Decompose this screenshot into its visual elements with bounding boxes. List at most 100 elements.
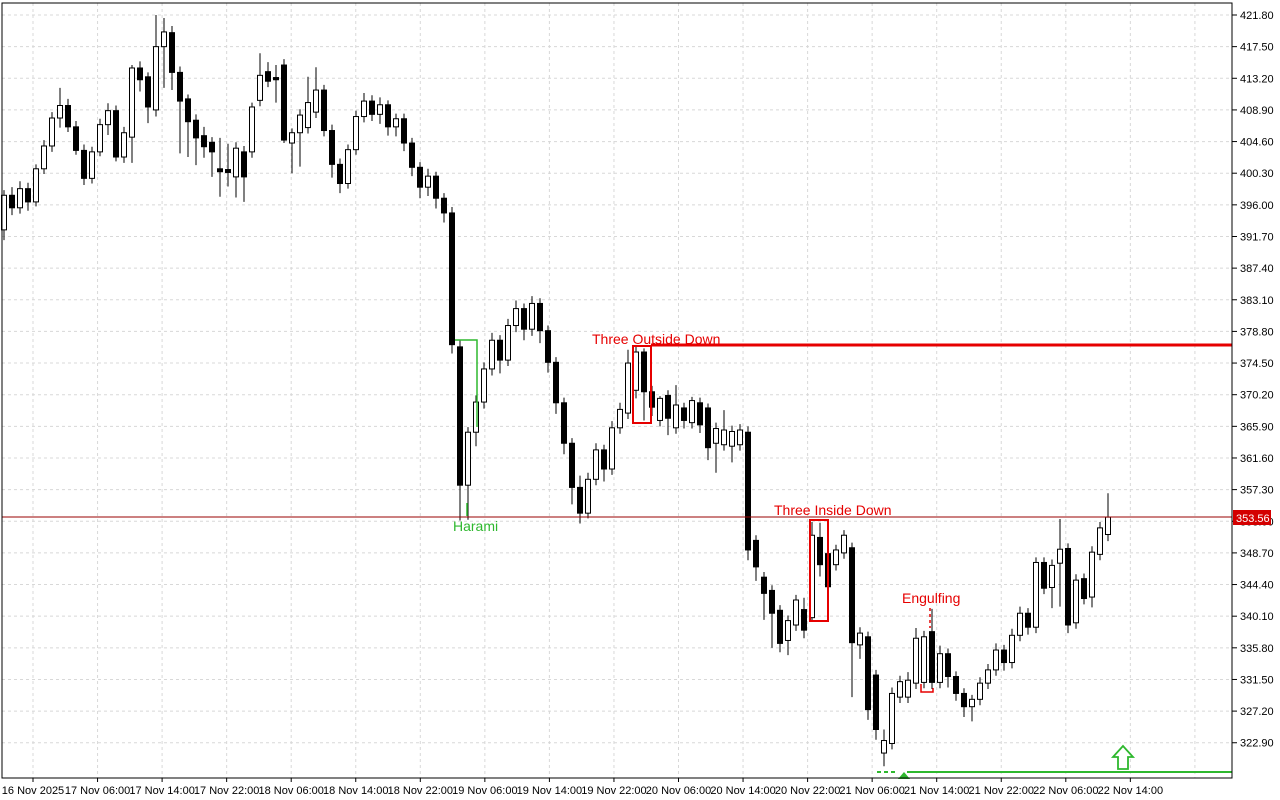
candle-body: [593, 449, 599, 480]
candle-body: [1041, 561, 1047, 589]
time-axis[interactable]: 16 Nov 2025 17 Nov 06:00 17 Nov 14:00 17 No…: [2, 778, 1163, 797]
candle-body: [769, 589, 775, 614]
candle-body: [145, 76, 151, 108]
candle: [721, 410, 727, 451]
pattern-label-harami[interactable]: Harami: [453, 518, 498, 534]
candle-body: [961, 692, 967, 708]
candle: [753, 535, 759, 581]
candle: [993, 643, 999, 676]
candle: [9, 187, 15, 216]
pattern-label-engulfing[interactable]: Engulfing: [902, 590, 960, 606]
candle: [393, 113, 399, 137]
price-tick-label: 383.10: [1240, 295, 1274, 307]
candle-body: [673, 404, 679, 429]
candle-body: [1001, 649, 1007, 664]
candle: [1065, 543, 1071, 634]
candle: [81, 144, 87, 185]
candle-body: [913, 637, 919, 684]
candle-body: [1081, 578, 1087, 600]
candle-body: [337, 163, 343, 185]
candle-body: [953, 676, 959, 694]
candle: [769, 585, 775, 648]
price-tick-label: 361.60: [1240, 453, 1274, 465]
price-tick-label: 374.50: [1240, 358, 1274, 370]
candle-body: [281, 64, 287, 141]
candle: [673, 385, 679, 434]
candle: [25, 182, 31, 211]
pattern-label-three-outside-down[interactable]: Three Outside Down: [592, 331, 720, 347]
candle-body: [977, 682, 983, 700]
candle: [961, 688, 967, 717]
candle-body: [505, 325, 511, 361]
time-tick-label: 22 Nov 14:00: [1098, 785, 1163, 797]
candle: [737, 424, 743, 451]
candle: [217, 137, 223, 197]
candle-body: [529, 302, 535, 330]
candle-body: [1073, 579, 1079, 624]
price-tick-label: 327.20: [1240, 706, 1274, 718]
candle: [1073, 574, 1079, 629]
pattern-rect-three-inside-down[interactable]: [809, 519, 829, 622]
candle-body: [185, 98, 191, 123]
candle-body: [465, 431, 471, 486]
candle: [385, 100, 391, 136]
candle: [1049, 559, 1055, 609]
price-tick-label: 340.10: [1240, 611, 1274, 623]
signal-dash: [891, 771, 895, 773]
candle: [537, 298, 543, 344]
candle-body: [201, 135, 207, 148]
candle-body: [193, 119, 199, 139]
candle: [145, 72, 151, 124]
candle: [473, 395, 479, 447]
candle: [129, 65, 135, 163]
candle: [945, 648, 951, 688]
candle-body: [81, 149, 87, 179]
candle-body: [641, 351, 647, 393]
candle: [513, 300, 519, 333]
price-tick-label: 417.50: [1240, 42, 1274, 54]
candle-body: [137, 67, 143, 81]
candle-body: [697, 402, 703, 426]
candle: [489, 332, 495, 376]
time-tick-label: 17 Nov 22:00: [194, 785, 259, 797]
candle-body: [177, 71, 183, 102]
candle-body: [377, 104, 383, 115]
time-tick-label: 18 Nov 06:00: [258, 785, 323, 797]
candle: [113, 105, 119, 162]
candle: [281, 59, 287, 144]
candle: [553, 357, 559, 414]
candle-body: [401, 118, 407, 144]
time-tick-label: 20 Nov 14:00: [710, 785, 775, 797]
candle: [337, 158, 343, 194]
pattern-rect-three-outside-down[interactable]: [632, 345, 652, 424]
candle-body: [105, 110, 111, 126]
time-tick-label: 17 Nov 14:00: [129, 785, 194, 797]
candle-body: [633, 351, 639, 391]
time-tick-label: 16 Nov 2025: [2, 785, 64, 797]
candle: [305, 76, 311, 134]
candle: [641, 348, 647, 421]
candle: [185, 94, 191, 158]
candle-body: [561, 402, 567, 444]
signal-markers: [877, 744, 1136, 779]
candle: [497, 335, 503, 374]
candle-body: [929, 631, 935, 683]
candle-body: [49, 117, 55, 147]
candle-body: [361, 100, 367, 118]
pattern-bracket-engulfing[interactable]: [920, 684, 934, 693]
pattern-label-three-inside-down[interactable]: Three Inside Down: [774, 502, 892, 518]
candles-series: [1, 15, 1111, 767]
candle-body: [273, 77, 279, 81]
candle: [57, 87, 63, 128]
candle-body: [473, 401, 479, 433]
candle-body: [289, 132, 295, 144]
pattern-bracket-harami[interactable]: [455, 339, 478, 427]
candle-body: [481, 368, 487, 403]
time-tick-label: 18 Nov 14:00: [323, 785, 388, 797]
price-tick-label: 421.80: [1240, 10, 1274, 22]
time-tick-label: 19 Nov 22:00: [581, 785, 646, 797]
candle-body: [1105, 516, 1111, 536]
